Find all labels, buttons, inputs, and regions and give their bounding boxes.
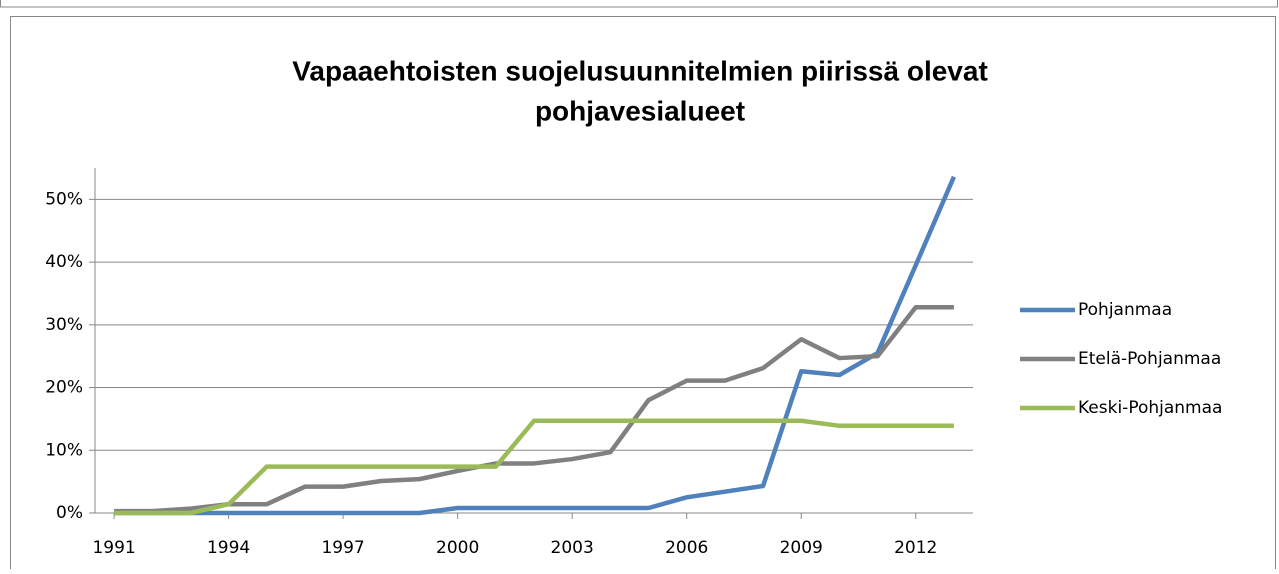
y-tick-label: 40% [45, 252, 83, 272]
y-tick-label: 50% [45, 189, 83, 209]
legend-label: Etelä-Pohjanmaa [1078, 349, 1221, 369]
x-tick-label: 2009 [780, 538, 823, 558]
x-tick-label: 1994 [207, 538, 250, 558]
y-tick-label: 10% [45, 440, 83, 460]
chart-title: Vapaaehtoisten suojelusuunnitelmien piir… [292, 55, 988, 86]
x-tick-label: 2012 [894, 538, 937, 558]
y-tick-label: 0% [56, 503, 83, 523]
x-tick-label: 2006 [665, 538, 708, 558]
chart-title: pohjavesialueet [535, 95, 745, 126]
series-line [114, 305, 954, 514]
y-tick-label: 30% [45, 315, 83, 335]
series-line [114, 175, 956, 516]
chart-frame [10, 16, 1276, 574]
x-tick-label: 1991 [92, 538, 135, 558]
legend-label: Pohjanmaa [1078, 300, 1172, 320]
x-tick-label: 1997 [321, 538, 364, 558]
x-tick-label: 2000 [436, 538, 479, 558]
top-frame [0, 0, 1278, 8]
series-line [114, 418, 954, 516]
x-tick-label: 2003 [551, 538, 594, 558]
legend-label: Keski-Pohjanmaa [1078, 398, 1222, 418]
y-tick-label: 20% [45, 378, 83, 398]
